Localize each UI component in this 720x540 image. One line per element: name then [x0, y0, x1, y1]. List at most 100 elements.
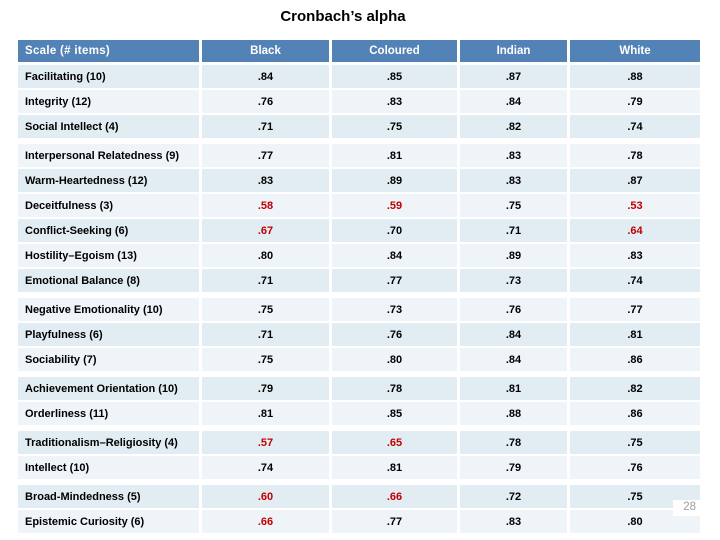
value-cell: .81 — [202, 402, 329, 425]
value-cell: .77 — [332, 269, 457, 292]
value-cell: .83 — [460, 144, 567, 167]
value-cell: .83 — [202, 169, 329, 192]
table-row: Orderliness (11) .81.85.88.86 — [18, 402, 700, 425]
table-row: Warm-Heartedness (12) .83.89.83.87 — [18, 169, 700, 192]
table-row: Sociability (7) .75.80.84.86 — [18, 348, 700, 371]
table-row: Epistemic Curiosity (6) .66.77.83.80 — [18, 510, 700, 533]
column-header-black: Black — [202, 40, 329, 62]
column-header-coloured: Coloured — [332, 40, 457, 62]
value-cell: .84 — [460, 323, 567, 346]
value-cell: .83 — [460, 169, 567, 192]
value-cell: .83 — [570, 244, 700, 267]
value-cell: .78 — [570, 144, 700, 167]
value-cell: .59 — [332, 194, 457, 217]
table-row: Hostility–Egoism (13) .80.84.89.83 — [18, 244, 700, 267]
table-row: Achievement Orientation (10) .79.78.81.82 — [18, 377, 700, 400]
value-cell: .60 — [202, 485, 329, 508]
table-row: Broad-Mindedness (5) .60.66.72.75 — [18, 485, 700, 508]
value-cell: .86 — [570, 402, 700, 425]
value-cell: .76 — [460, 298, 567, 321]
value-cell: .84 — [332, 244, 457, 267]
value-cell: .75 — [570, 431, 700, 454]
value-cell: .71 — [202, 115, 329, 138]
value-cell: .85 — [332, 402, 457, 425]
row-label: Social Intellect (4) — [18, 115, 199, 138]
value-cell: .79 — [570, 90, 700, 113]
table-row: Facilitating (10) .84.85.87.88 — [18, 65, 700, 88]
value-cell: .70 — [332, 219, 457, 242]
row-label: Sociability (7) — [18, 348, 199, 371]
value-cell: .81 — [332, 144, 457, 167]
value-cell: .66 — [202, 510, 329, 533]
value-cell: .84 — [460, 348, 567, 371]
value-cell: .76 — [202, 90, 329, 113]
row-label: Facilitating (10) — [18, 65, 199, 88]
value-cell: .75 — [460, 194, 567, 217]
row-group: Traditionalism–Religiosity (4) .57.65.78.… — [18, 431, 700, 479]
row-label: Traditionalism–Religiosity (4) — [18, 431, 199, 454]
value-cell: .58 — [202, 194, 329, 217]
row-label: Orderliness (11) — [18, 402, 199, 425]
value-cell: .74 — [570, 115, 700, 138]
value-cell: .89 — [332, 169, 457, 192]
value-cell: .84 — [460, 90, 567, 113]
value-cell: .77 — [332, 510, 457, 533]
value-cell: .73 — [332, 298, 457, 321]
value-cell: .64 — [570, 219, 700, 242]
column-header-white: White — [570, 40, 700, 62]
value-cell: .66 — [332, 485, 457, 508]
row-group: Achievement Orientation (10) .79.78.81.82… — [18, 377, 700, 425]
value-cell: .75 — [570, 485, 700, 508]
value-cell: .53 — [570, 194, 700, 217]
cronbach-alpha-table: Scale (# items) Black Coloured Indian Wh… — [18, 40, 700, 533]
row-label: Epistemic Curiosity (6) — [18, 510, 199, 533]
value-cell: .77 — [202, 144, 329, 167]
row-group: Broad-Mindedness (5) .60.66.72.75 Epistemi… — [18, 485, 700, 533]
value-cell: .84 — [202, 65, 329, 88]
value-cell: .74 — [570, 269, 700, 292]
value-cell: .81 — [332, 456, 457, 479]
value-cell: .79 — [460, 456, 567, 479]
row-label: Achievement Orientation (10) — [18, 377, 199, 400]
row-label: Negative Emotionality (10) — [18, 298, 199, 321]
table-row: Emotional Balance (8) .71.77.73.74 — [18, 269, 700, 292]
value-cell: .86 — [570, 348, 700, 371]
value-cell: .71 — [202, 323, 329, 346]
row-label: Emotional Balance (8) — [18, 269, 199, 292]
value-cell: .80 — [332, 348, 457, 371]
table-row: Social Intellect (4) .71.75.82.74 — [18, 115, 700, 138]
table-row: Traditionalism–Religiosity (4) .57.65.78.… — [18, 431, 700, 454]
value-cell: .65 — [332, 431, 457, 454]
table-row: Playfulness (6) .71.76.84.81 — [18, 323, 700, 346]
row-group: Interpersonal Relatedness (9) .77.81.83.7… — [18, 144, 700, 292]
value-cell: .78 — [460, 431, 567, 454]
value-cell: .78 — [332, 377, 457, 400]
value-cell: .77 — [570, 298, 700, 321]
value-cell: .74 — [202, 456, 329, 479]
column-header-scale: Scale (# items) — [18, 40, 199, 62]
value-cell: .80 — [202, 244, 329, 267]
value-cell: .75 — [202, 348, 329, 371]
value-cell: .73 — [460, 269, 567, 292]
row-label: Warm-Heartedness (12) — [18, 169, 199, 192]
value-cell: .76 — [332, 323, 457, 346]
table-header-row: Scale (# items) Black Coloured Indian Wh… — [18, 40, 700, 62]
row-group: Negative Emotionality (10) .75.73.76.77 Pl… — [18, 298, 700, 371]
value-cell: .88 — [460, 402, 567, 425]
value-cell: .75 — [202, 298, 329, 321]
value-cell: .85 — [332, 65, 457, 88]
row-label: Playfulness (6) — [18, 323, 199, 346]
table-row: Intellect (10) .74.81.79.76 — [18, 456, 700, 479]
value-cell: .67 — [202, 219, 329, 242]
value-cell: .80 — [570, 510, 700, 533]
table-row: Integrity (12) .76.83.84.79 — [18, 90, 700, 113]
value-cell: .71 — [202, 269, 329, 292]
value-cell: .87 — [570, 169, 700, 192]
value-cell: .57 — [202, 431, 329, 454]
value-cell: .82 — [460, 115, 567, 138]
row-label: Deceitfulness (3) — [18, 194, 199, 217]
column-header-indian: Indian — [460, 40, 567, 62]
row-label: Broad-Mindedness (5) — [18, 485, 199, 508]
value-cell: .81 — [570, 323, 700, 346]
